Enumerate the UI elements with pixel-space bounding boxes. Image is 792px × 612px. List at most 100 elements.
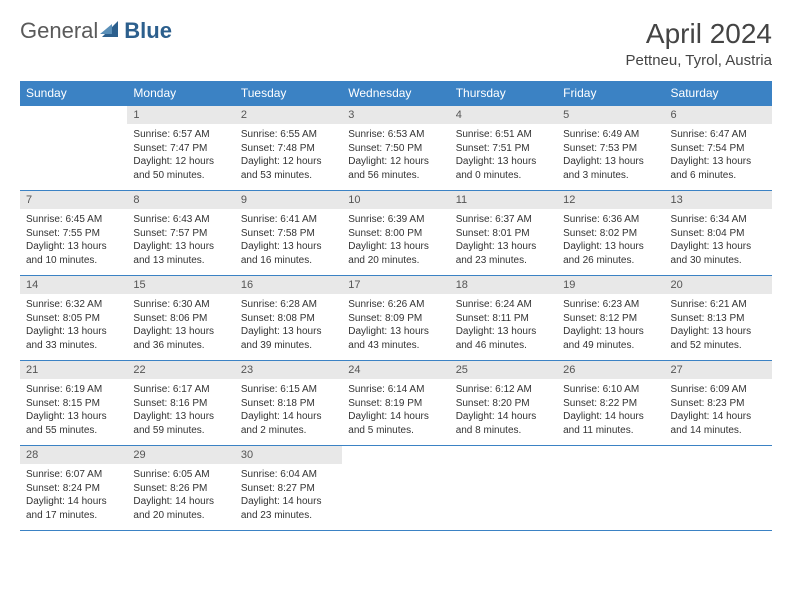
sunrise-line: Sunrise: 6:37 AM — [456, 213, 551, 227]
day-data-row: Sunrise: 6:57 AMSunset: 7:47 PMDaylight:… — [20, 124, 772, 191]
sunset-line: Sunset: 7:57 PM — [133, 227, 228, 241]
day-header-cell: Wednesday — [342, 81, 449, 106]
day-number-cell — [20, 106, 127, 125]
sunrise-line: Sunrise: 6:45 AM — [26, 213, 121, 227]
sunrise-line: Sunrise: 6:26 AM — [348, 298, 443, 312]
logo-sail-icon — [100, 19, 122, 44]
sunset-line: Sunset: 8:13 PM — [671, 312, 766, 326]
daylight-line: Daylight: 13 hours and 43 minutes. — [348, 325, 443, 352]
sunrise-line: Sunrise: 6:14 AM — [348, 383, 443, 397]
day-number-cell: 3 — [342, 106, 449, 125]
daylight-line: Daylight: 13 hours and 10 minutes. — [26, 240, 121, 267]
daylight-line: Daylight: 14 hours and 11 minutes. — [563, 410, 658, 437]
day-number-cell: 4 — [450, 106, 557, 125]
sunset-line: Sunset: 8:01 PM — [456, 227, 551, 241]
day-data-cell — [20, 124, 127, 191]
day-data-cell: Sunrise: 6:37 AMSunset: 8:01 PMDaylight:… — [450, 209, 557, 276]
sunset-line: Sunset: 7:50 PM — [348, 142, 443, 156]
day-number-cell: 1 — [127, 106, 234, 125]
sunset-line: Sunset: 8:06 PM — [133, 312, 228, 326]
sunrise-line: Sunrise: 6:28 AM — [241, 298, 336, 312]
daylight-line: Daylight: 14 hours and 5 minutes. — [348, 410, 443, 437]
sunset-line: Sunset: 8:26 PM — [133, 482, 228, 496]
day-data-cell: Sunrise: 6:14 AMSunset: 8:19 PMDaylight:… — [342, 379, 449, 446]
month-title: April 2024 — [626, 18, 772, 50]
sunset-line: Sunset: 8:22 PM — [563, 397, 658, 411]
day-data-cell: Sunrise: 6:26 AMSunset: 8:09 PMDaylight:… — [342, 294, 449, 361]
day-header-cell: Tuesday — [235, 81, 342, 106]
sunrise-line: Sunrise: 6:15 AM — [241, 383, 336, 397]
day-data-cell: Sunrise: 6:45 AMSunset: 7:55 PMDaylight:… — [20, 209, 127, 276]
day-number-cell: 21 — [20, 361, 127, 380]
day-data-cell: Sunrise: 6:10 AMSunset: 8:22 PMDaylight:… — [557, 379, 664, 446]
daylight-line: Daylight: 13 hours and 23 minutes. — [456, 240, 551, 267]
sunset-line: Sunset: 7:53 PM — [563, 142, 658, 156]
sunset-line: Sunset: 8:11 PM — [456, 312, 551, 326]
day-data-row: Sunrise: 6:19 AMSunset: 8:15 PMDaylight:… — [20, 379, 772, 446]
day-number-cell: 2 — [235, 106, 342, 125]
sunrise-line: Sunrise: 6:10 AM — [563, 383, 658, 397]
day-data-cell: Sunrise: 6:43 AMSunset: 7:57 PMDaylight:… — [127, 209, 234, 276]
day-data-cell: Sunrise: 6:55 AMSunset: 7:48 PMDaylight:… — [235, 124, 342, 191]
day-data-cell: Sunrise: 6:30 AMSunset: 8:06 PMDaylight:… — [127, 294, 234, 361]
day-data-cell: Sunrise: 6:39 AMSunset: 8:00 PMDaylight:… — [342, 209, 449, 276]
sunset-line: Sunset: 8:23 PM — [671, 397, 766, 411]
daylight-line: Daylight: 13 hours and 33 minutes. — [26, 325, 121, 352]
sunset-line: Sunset: 7:51 PM — [456, 142, 551, 156]
sunrise-line: Sunrise: 6:43 AM — [133, 213, 228, 227]
title-block: April 2024 Pettneu, Tyrol, Austria — [626, 18, 772, 69]
day-number-cell: 26 — [557, 361, 664, 380]
day-number-cell: 28 — [20, 446, 127, 465]
day-data-cell: Sunrise: 6:32 AMSunset: 8:05 PMDaylight:… — [20, 294, 127, 361]
day-number-cell — [557, 446, 664, 465]
sunrise-line: Sunrise: 6:34 AM — [671, 213, 766, 227]
day-number-cell — [342, 446, 449, 465]
daylight-line: Daylight: 13 hours and 36 minutes. — [133, 325, 228, 352]
sunset-line: Sunset: 8:19 PM — [348, 397, 443, 411]
day-number-cell: 17 — [342, 276, 449, 295]
day-data-cell: Sunrise: 6:19 AMSunset: 8:15 PMDaylight:… — [20, 379, 127, 446]
location: Pettneu, Tyrol, Austria — [626, 52, 772, 69]
day-number-cell: 10 — [342, 191, 449, 210]
day-data-cell: Sunrise: 6:17 AMSunset: 8:16 PMDaylight:… — [127, 379, 234, 446]
daylight-line: Daylight: 13 hours and 55 minutes. — [26, 410, 121, 437]
day-header-row: SundayMondayTuesdayWednesdayThursdayFrid… — [20, 81, 772, 106]
daylight-line: Daylight: 13 hours and 39 minutes. — [241, 325, 336, 352]
day-number-cell: 15 — [127, 276, 234, 295]
daylight-line: Daylight: 13 hours and 20 minutes. — [348, 240, 443, 267]
logo-text-blue: Blue — [124, 18, 172, 44]
sunset-line: Sunset: 8:24 PM — [26, 482, 121, 496]
day-data-cell — [557, 464, 664, 531]
logo-text-general: General — [20, 18, 98, 44]
daylight-line: Daylight: 12 hours and 50 minutes. — [133, 155, 228, 182]
day-number-row: 123456 — [20, 106, 772, 125]
daylight-line: Daylight: 13 hours and 16 minutes. — [241, 240, 336, 267]
day-header-cell: Saturday — [665, 81, 772, 106]
daylight-line: Daylight: 13 hours and 52 minutes. — [671, 325, 766, 352]
sunset-line: Sunset: 8:16 PM — [133, 397, 228, 411]
day-number-cell: 13 — [665, 191, 772, 210]
day-header-cell: Sunday — [20, 81, 127, 106]
sunrise-line: Sunrise: 6:53 AM — [348, 128, 443, 142]
sunset-line: Sunset: 8:15 PM — [26, 397, 121, 411]
day-number-row: 21222324252627 — [20, 361, 772, 380]
daylight-line: Daylight: 13 hours and 30 minutes. — [671, 240, 766, 267]
sunrise-line: Sunrise: 6:32 AM — [26, 298, 121, 312]
sunrise-line: Sunrise: 6:19 AM — [26, 383, 121, 397]
sunset-line: Sunset: 7:55 PM — [26, 227, 121, 241]
day-data-row: Sunrise: 6:32 AMSunset: 8:05 PMDaylight:… — [20, 294, 772, 361]
day-number-cell: 11 — [450, 191, 557, 210]
sunrise-line: Sunrise: 6:49 AM — [563, 128, 658, 142]
day-data-cell: Sunrise: 6:07 AMSunset: 8:24 PMDaylight:… — [20, 464, 127, 531]
day-number-cell: 6 — [665, 106, 772, 125]
sunset-line: Sunset: 8:00 PM — [348, 227, 443, 241]
day-number-row: 14151617181920 — [20, 276, 772, 295]
sunrise-line: Sunrise: 6:09 AM — [671, 383, 766, 397]
daylight-line: Daylight: 13 hours and 59 minutes. — [133, 410, 228, 437]
sunrise-line: Sunrise: 6:17 AM — [133, 383, 228, 397]
day-data-cell: Sunrise: 6:36 AMSunset: 8:02 PMDaylight:… — [557, 209, 664, 276]
sunset-line: Sunset: 7:58 PM — [241, 227, 336, 241]
day-number-cell: 9 — [235, 191, 342, 210]
day-number-row: 282930 — [20, 446, 772, 465]
day-data-cell: Sunrise: 6:05 AMSunset: 8:26 PMDaylight:… — [127, 464, 234, 531]
